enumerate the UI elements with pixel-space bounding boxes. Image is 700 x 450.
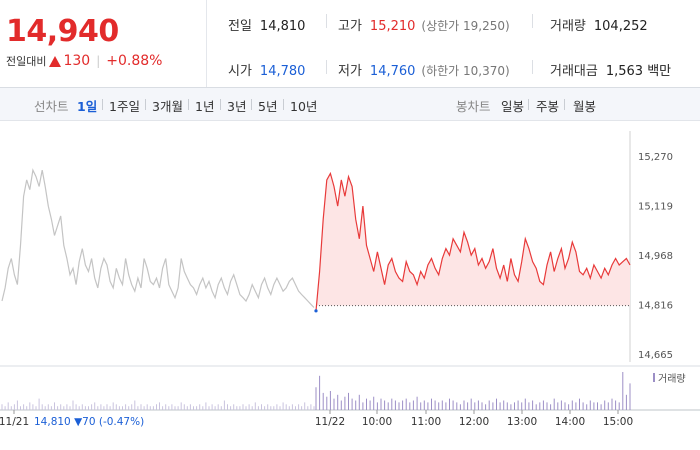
tab-1week[interactable]: 1주일 bbox=[109, 99, 140, 114]
divider bbox=[532, 60, 533, 74]
tab-divider bbox=[145, 99, 146, 110]
lower-limit: (하한가 10,370) bbox=[421, 64, 510, 78]
open-marker bbox=[314, 309, 318, 313]
volume-value: 104,252 bbox=[593, 19, 648, 34]
change-percent: +0.88% bbox=[106, 53, 163, 69]
tab-divider bbox=[251, 99, 252, 110]
y-tick-label: 15,270 bbox=[638, 152, 673, 163]
change-line: 전일대비 130 | +0.88% bbox=[6, 53, 162, 69]
tab-10year[interactable]: 10년 bbox=[290, 99, 318, 114]
low-label: 저가 bbox=[338, 64, 362, 79]
tab-monthly-candle[interactable]: 월봉 bbox=[573, 99, 597, 114]
tab-divider bbox=[564, 99, 565, 110]
divider bbox=[532, 14, 533, 28]
open-value: 14,780 bbox=[259, 64, 306, 79]
trade-amount-value: 1,563 백만 bbox=[605, 64, 672, 79]
tab-5year[interactable]: 5년 bbox=[258, 99, 278, 114]
x-tick-label: 11/21 bbox=[0, 416, 29, 428]
high-label: 고가 bbox=[338, 19, 362, 34]
prev-close: 전일 14,810 bbox=[228, 15, 305, 34]
prev-day-line bbox=[1, 168, 315, 308]
y-tick-label: 15,119 bbox=[638, 201, 673, 212]
current-price-box: 14,940 전일대비 130 | +0.88% bbox=[0, 0, 207, 87]
divider bbox=[326, 60, 327, 74]
x-tick-label: 14:00 bbox=[555, 416, 585, 428]
y-tick-label: 14,665 bbox=[638, 350, 673, 361]
low-value: 14,760 bbox=[369, 64, 416, 79]
trade-amount-label: 거래대금 bbox=[550, 64, 598, 79]
today-price-line bbox=[315, 171, 631, 311]
current-price: 14,940 bbox=[6, 14, 119, 49]
upper-limit: (상한가 19,250) bbox=[421, 19, 510, 33]
tab-3year[interactable]: 3년 bbox=[227, 99, 247, 114]
y-tick-label: 14,968 bbox=[638, 251, 673, 262]
tab-1year[interactable]: 1년 bbox=[195, 99, 215, 114]
x-tick-label: 11/22 bbox=[315, 416, 345, 428]
candle-chart-label: 봉차트 bbox=[456, 99, 491, 114]
x-tick-label: 13:00 bbox=[507, 416, 537, 428]
change-amount: 130 bbox=[63, 53, 91, 69]
divider bbox=[326, 14, 327, 28]
prev-day-caption: 14,810 ▼70 (-0.47%) bbox=[34, 416, 144, 428]
tab-3month[interactable]: 3개월 bbox=[152, 99, 183, 114]
x-tick-label: 15:00 bbox=[603, 416, 633, 428]
x-tick-label: 12:00 bbox=[459, 416, 489, 428]
line-chart-label: 선차트 bbox=[34, 99, 69, 114]
open-label: 시가 bbox=[228, 64, 252, 79]
tab-divider bbox=[188, 99, 189, 110]
separator: | bbox=[96, 54, 101, 68]
tab-daily-candle[interactable]: 일봉 bbox=[501, 99, 525, 114]
y-tick-label: 14,816 bbox=[638, 301, 673, 312]
tab-divider bbox=[528, 99, 529, 110]
prev-close-value: 14,810 bbox=[259, 19, 306, 34]
change-label: 전일대비 bbox=[6, 55, 47, 68]
tab-divider bbox=[102, 99, 103, 110]
volume-legend-label: 거래량 bbox=[658, 373, 686, 385]
volume-legend-swatch bbox=[653, 373, 655, 382]
high-value: 15,210 bbox=[369, 19, 416, 34]
volume-label: 거래량 bbox=[550, 19, 586, 34]
volume: 거래량 104,252 bbox=[550, 15, 648, 34]
prev-close-label: 전일 bbox=[228, 19, 252, 34]
price-summary: 14,940 전일대비 130 | +0.88% 전일 14,810 고가 15… bbox=[0, 0, 700, 88]
up-triangle-icon bbox=[49, 55, 62, 67]
x-tick-label: 11:00 bbox=[411, 416, 441, 428]
trade-amount: 거래대금 1,563 백만 bbox=[550, 60, 671, 79]
high-price: 고가 15,210 (상한가 19,250) bbox=[338, 15, 510, 34]
today-area-fill bbox=[316, 173, 630, 311]
open-price: 시가 14,780 bbox=[228, 60, 305, 79]
chart-period-tabs: 선차트 1일 1주일 3개월 1년 3년 5년 10년 봉차트 일봉 주봉 월봉 bbox=[0, 88, 700, 121]
tab-divider bbox=[220, 99, 221, 110]
tab-1day[interactable]: 1일 bbox=[77, 99, 98, 114]
tab-divider bbox=[283, 99, 284, 110]
x-tick-label: 10:00 bbox=[362, 416, 392, 428]
tab-weekly-candle[interactable]: 주봉 bbox=[536, 99, 560, 114]
low-price: 저가 14,760 (하한가 10,370) bbox=[338, 60, 510, 79]
intraday-price-chart[interactable]: 15,270 15,119 14,968 14,816 14,665 거래량 11/21 11… bbox=[0, 121, 700, 450]
